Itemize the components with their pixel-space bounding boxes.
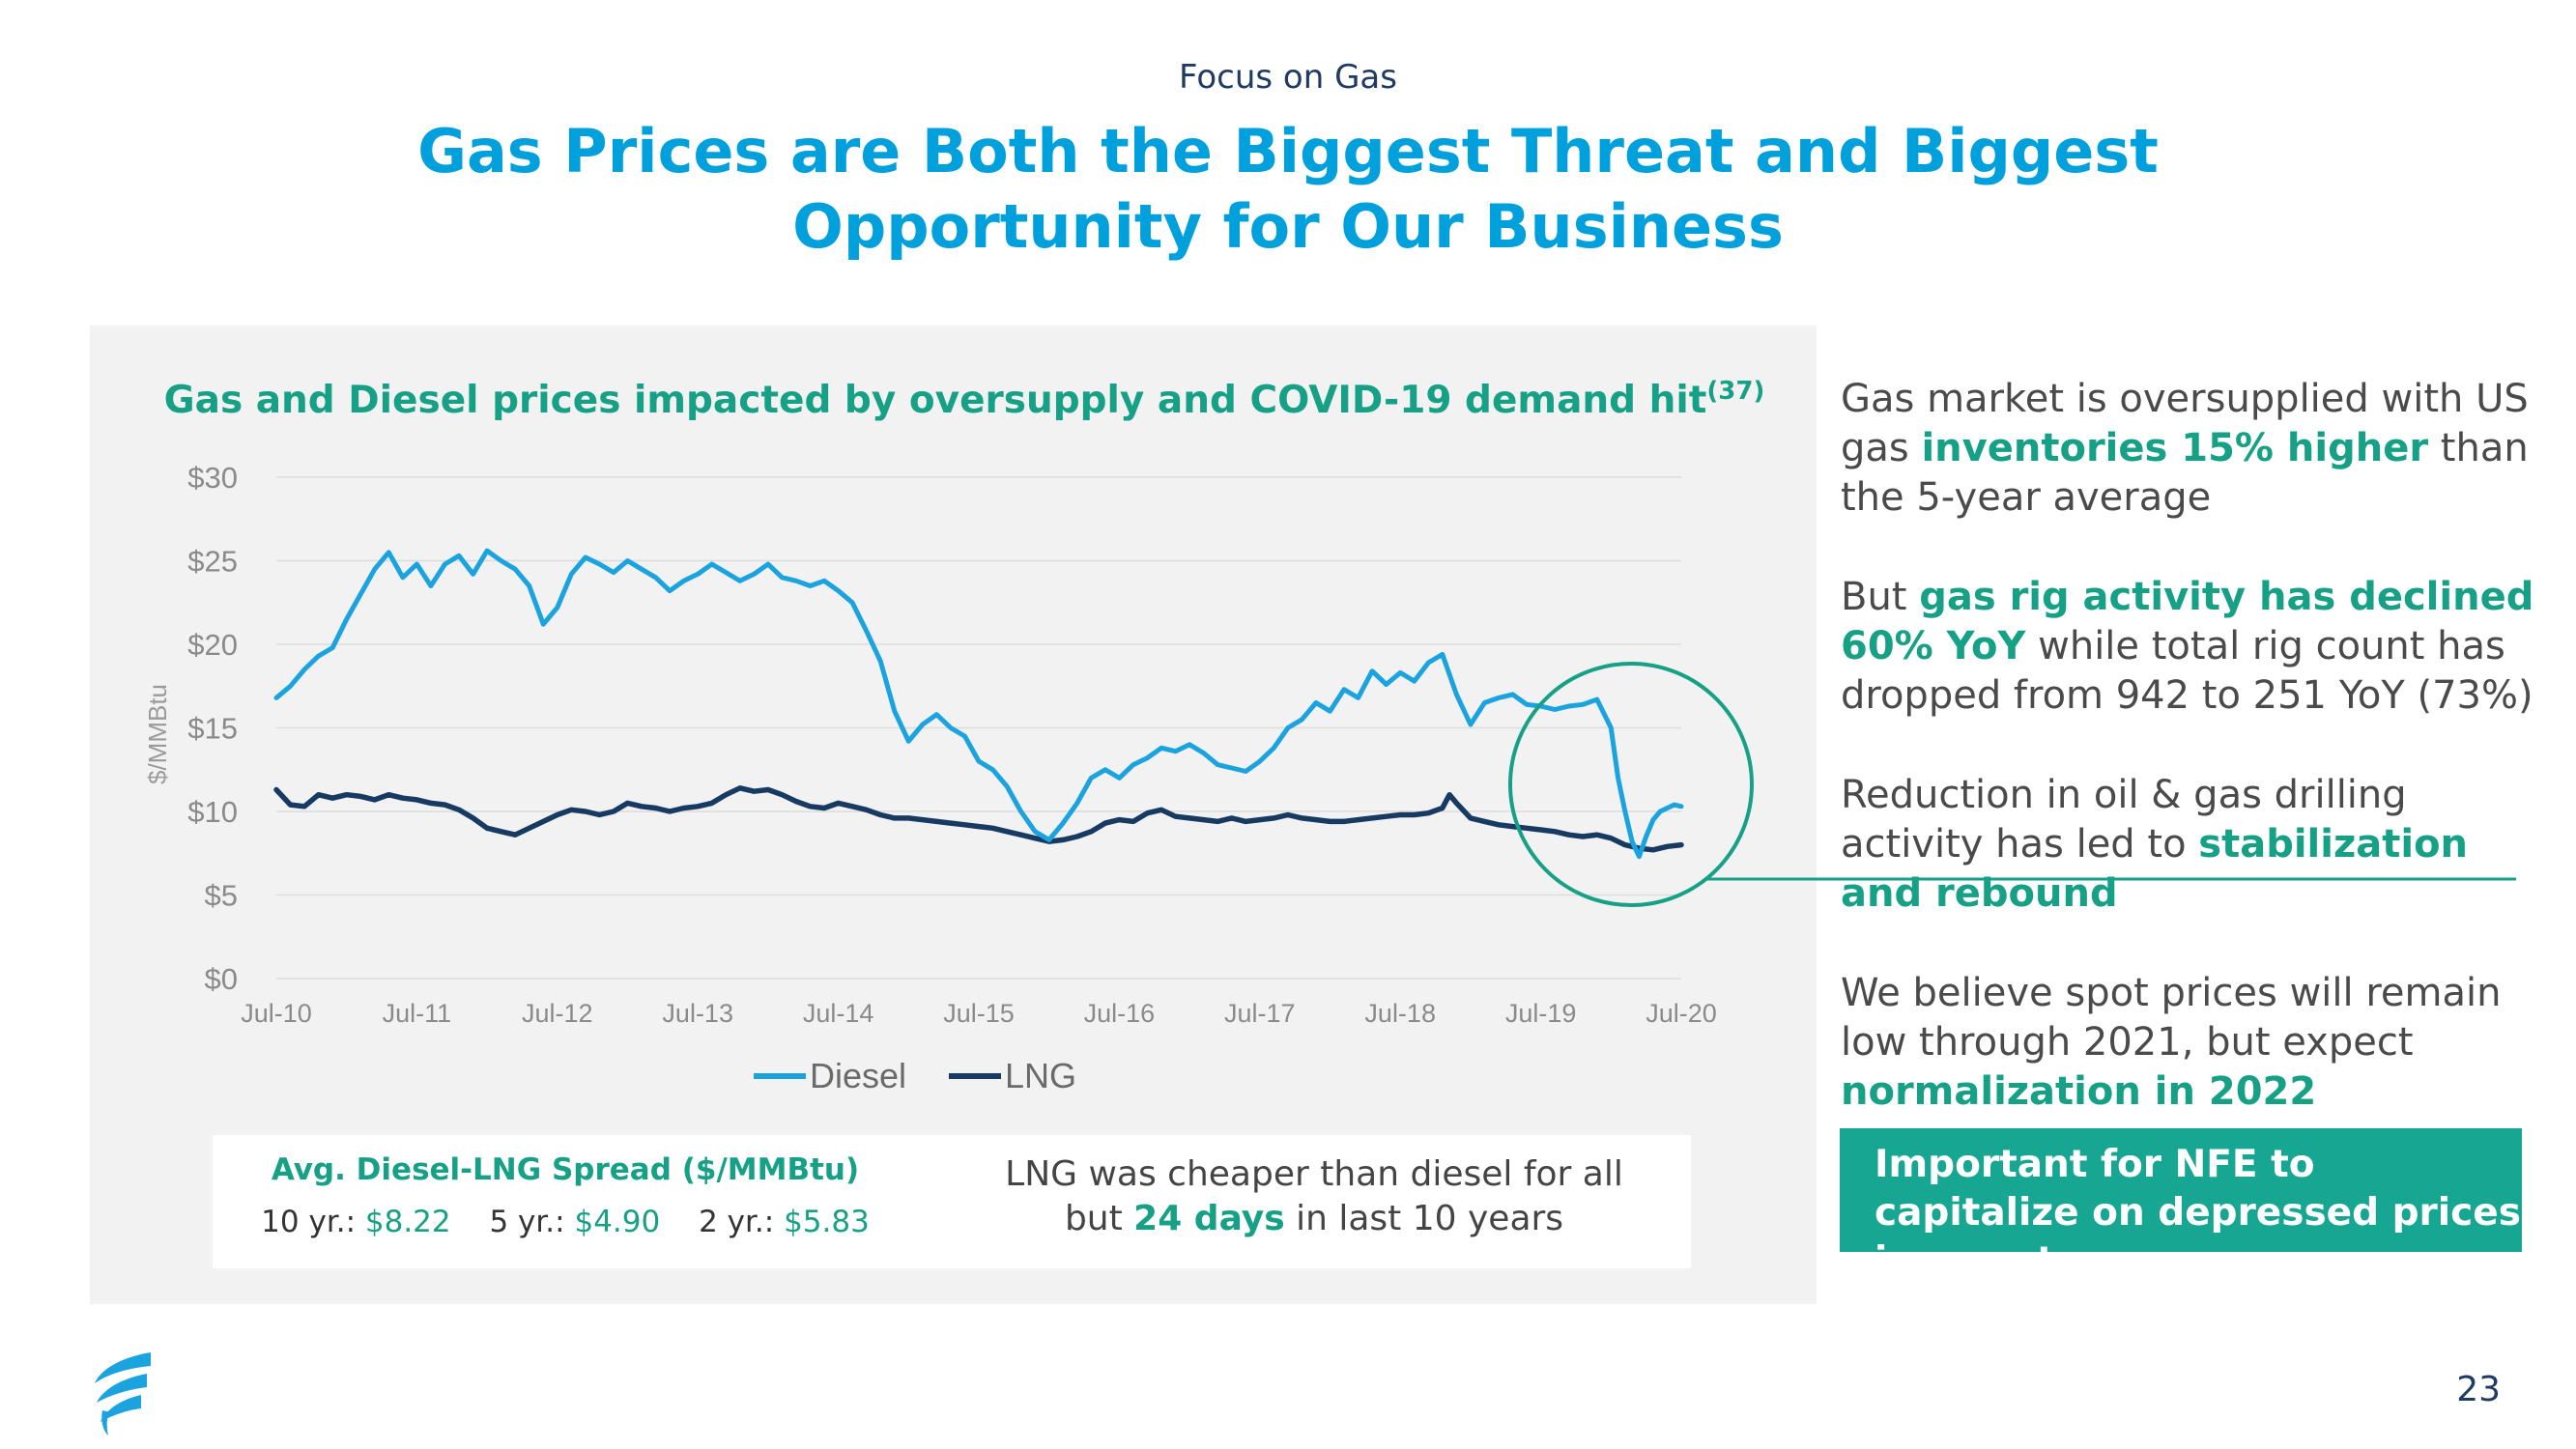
page-title: Gas Prices are Both the Biggest Threat a… [417,116,2159,262]
spread-label-5yr: 5 yr.: [489,1205,575,1239]
commentary-text: Reduction in oil & gas drilling activity… [1841,773,2407,867]
chart-title-footnote: (37) [1706,377,1765,406]
commentary-item: But gas rig activity has declined 60% Yo… [1841,573,2536,721]
y-tick-label: $15 [187,712,238,746]
series-line-diesel [273,548,1684,860]
highlight-circle [1508,662,1754,907]
spread-label-10yr: 10 yr.: [261,1205,365,1239]
y-tick-label: $20 [187,628,238,662]
x-tick-label: Jul-15 [943,999,1015,1028]
commentary-text: Gas market is oversupplied with US gas [1841,377,2529,470]
commentary-text: We believe spot prices will remain low t… [1841,971,2502,1065]
chart-gridlines [276,476,1681,980]
chart-title: Gas and Diesel prices impacted by oversu… [90,377,1839,422]
x-tick-label: Jul-10 [241,999,312,1028]
x-tick-label: Jul-17 [1224,999,1296,1028]
legend-label-lng: LNG [1005,1056,1076,1095]
x-tick-label: Jul-19 [1505,999,1577,1028]
spread-value-2yr: $5.83 [784,1205,870,1239]
section-kicker: Focus on Gas [1179,58,1397,97]
y-tick-label: $0 [205,962,238,996]
series-line-lng [273,785,1684,853]
y-tick-label: $5 [205,879,238,913]
callout-box: Important for NFE to capitalize on depre… [1840,1128,2522,1283]
commentary-highlight: gas rig activity has declined 60% YoY [1841,575,2534,668]
spread-values: 10 yr.: $8.22 5 yr.: $4.90 2 yr.: $5.83 [213,1205,918,1239]
spread-value-5yr: $4.90 [574,1205,661,1239]
commentary-item: Gas market is oversupplied with US gas i… [1841,375,2536,523]
lng-note-pre: but [1064,1199,1134,1238]
x-tick-label: Jul-20 [1646,999,1717,1028]
commentary-item: Reduction in oil & gas drilling activity… [1841,771,2536,919]
legend-label-diesel: Diesel [810,1056,906,1095]
commentary-highlight: inventories 15% higher [1921,426,2429,470]
chart-legend: Diesel LNG [754,1056,1076,1095]
commentary-text: than the 5-year average [1841,426,2529,520]
commentary-item: We believe spot prices will remain low t… [1841,969,2536,1117]
company-logo-icon [95,1352,151,1435]
chart-series [273,548,1684,860]
chart-title-text: Gas and Diesel prices impacted by oversu… [163,379,1707,422]
commentary-text: But [1841,575,1920,619]
commentary-highlight: stabilization and rebound [1841,822,2469,916]
commentary: Gas market is oversupplied with US gas i… [1841,375,2536,1117]
commentary-text: while total rig count has dropped from 9… [1841,624,2533,718]
lng-note-line1: LNG was cheaper than diesel for all [1005,1154,1623,1194]
spread-label-2yr: 2 yr.: [699,1205,785,1239]
lng-note-highlight: 24 days [1133,1199,1285,1238]
y-tick-label: $10 [187,795,238,829]
x-tick-label: Jul-13 [662,999,733,1028]
y-tick-labels: $0 $5 $10 $15 $20 $25 $30 [187,461,238,996]
y-tick-label: $25 [187,545,238,579]
lng-note-post: in last 10 years [1284,1199,1564,1238]
y-axis-label: $/MMBtu [143,684,172,784]
lng-note: LNG was cheaper than diesel for all but … [976,1152,1652,1241]
x-tick-label: Jul-18 [1364,999,1436,1028]
y-tick-label: $30 [187,461,238,495]
spread-title: Avg. Diesel-LNG Spread ($/MMBtu) [271,1152,860,1187]
x-tick-labels: Jul-10 Jul-11 Jul-12 Jul-13 Jul-14 Jul-15 Jul-… [241,999,1717,1028]
x-tick-label: Jul-14 [803,999,874,1028]
page-number: 23 [2456,1370,2501,1409]
x-tick-label: Jul-11 [383,999,452,1028]
spread-box: Avg. Diesel-LNG Spread ($/MMBtu) 10 yr.:… [213,1135,1691,1268]
x-tick-label: Jul-12 [522,999,593,1028]
x-tick-label: Jul-16 [1084,999,1156,1028]
commentary-highlight: normalization in 2022 [1841,1069,2317,1114]
spread-value-10yr: $8.22 [364,1205,451,1239]
